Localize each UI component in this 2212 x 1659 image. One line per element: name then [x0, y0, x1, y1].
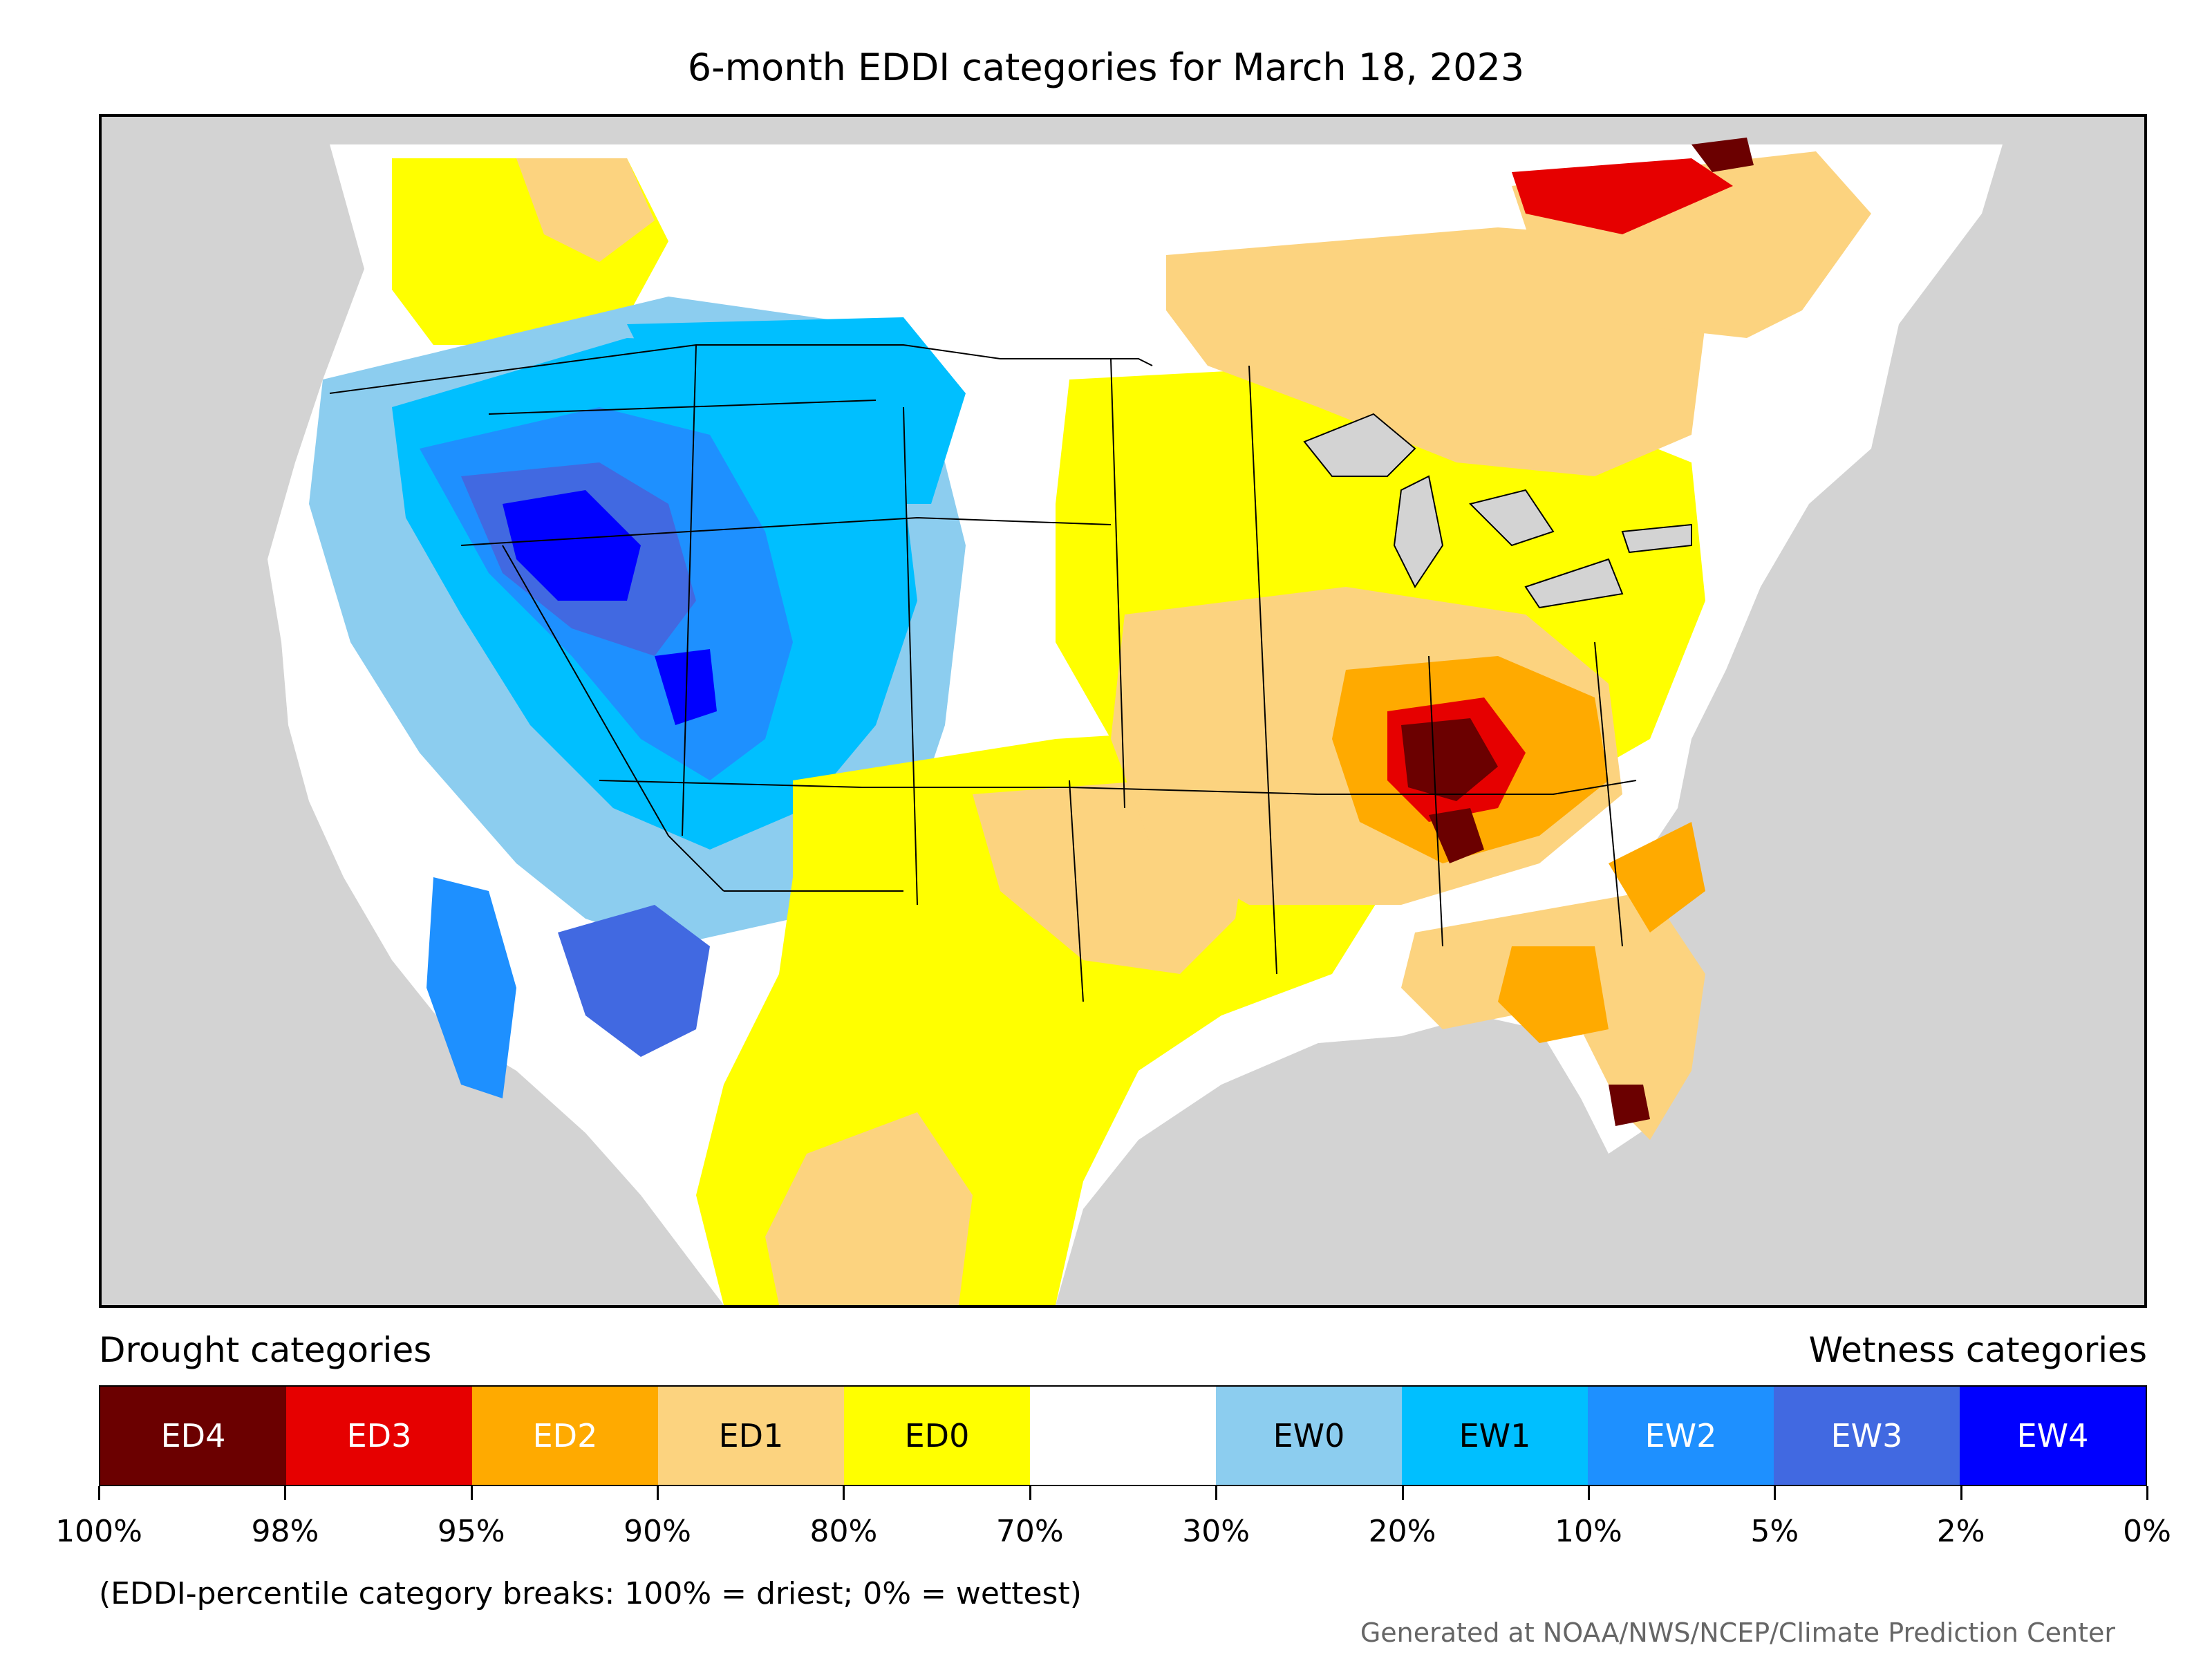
drought-categories-heading: Drought categories [99, 1330, 432, 1370]
region-ed1-texas [765, 1112, 973, 1305]
colorbar-tick [1215, 1486, 1218, 1500]
colorbar-tick-label: 2% [1936, 1514, 1985, 1549]
colorbar-tick [1401, 1486, 1404, 1500]
colorbar-segment [1030, 1387, 1216, 1485]
region-ed2-carolina [1609, 822, 1705, 932]
colorbar-tick-label: 5% [1750, 1514, 1799, 1549]
category-colorbar: ED4 ED3 ED2 ED1 ED0 EW0 EW1 EW2 EW3 EW4 [99, 1385, 2147, 1486]
eddi-map [99, 114, 2147, 1308]
colorbar-tick [1960, 1486, 1962, 1500]
colorbar-segment: ED4 [100, 1387, 286, 1485]
colorbar-segment: ED3 [286, 1387, 472, 1485]
colorbar-segment: EW4 [1960, 1387, 2146, 1485]
region-ew4-basin [503, 490, 641, 601]
credit-line: Generated at NOAA/NWS/NCEP/Climate Predi… [1360, 1618, 2115, 1648]
colorbar-tick [1029, 1486, 1031, 1500]
region-ed4-florida [1609, 1085, 1650, 1126]
colorbar-tick-label: 80% [809, 1514, 878, 1549]
colorbar-tick-label: 100% [55, 1514, 142, 1549]
map-title: 6-month EDDI categories for March 18, 20… [687, 46, 1525, 89]
state-boundaries [329, 344, 1637, 1002]
colorbar-tick [1587, 1486, 1590, 1500]
region-ed4-indiana [1401, 718, 1498, 801]
region-ew2-baja [427, 877, 516, 1098]
colorbar-tick [98, 1486, 100, 1500]
colorbar-segment: EW0 [1216, 1387, 1402, 1485]
colorbar-tick [1774, 1486, 1777, 1500]
region-ew4-colorado [655, 649, 717, 725]
colorbar-tick-label: 10% [1555, 1514, 1622, 1549]
colorbar-tick [470, 1486, 473, 1500]
region-ew3-arizona [558, 905, 710, 1057]
colorbar-segment: EW3 [1774, 1387, 1960, 1485]
region-ed4-kentucky [1429, 808, 1484, 863]
colorbar-segment: ED0 [844, 1387, 1030, 1485]
colorbar-tick-label: 30% [1182, 1514, 1250, 1549]
category-note: (EDDI-percentile category breaks: 100% =… [99, 1576, 1082, 1611]
region-ew1-north [627, 317, 966, 504]
colorbar-tick-label: 0% [2123, 1514, 2171, 1549]
colorbar-tick-label: 90% [624, 1514, 691, 1549]
map-canvas [268, 138, 2003, 1305]
colorbar-tick-label: 20% [1368, 1514, 1436, 1549]
colorbar-tick [843, 1486, 845, 1500]
colorbar-tick-label: 98% [251, 1514, 319, 1549]
colorbar-segment: ED1 [658, 1387, 844, 1485]
wetness-categories-heading: Wetness categories [1808, 1330, 2147, 1370]
colorbar-segment: EW2 [1588, 1387, 1774, 1485]
colorbar-tick [284, 1486, 287, 1500]
colorbar-tick-label: 95% [437, 1514, 505, 1549]
region-ed3-quebec [1512, 158, 1733, 234]
region-ed4-quebec [1691, 138, 1754, 172]
colorbar-tick [657, 1486, 659, 1500]
colorbar-segment: ED2 [472, 1387, 658, 1485]
region-ed2-georgia [1498, 946, 1609, 1043]
region-ed1-northwest [516, 158, 655, 262]
colorbar-segment: EW1 [1402, 1387, 1588, 1485]
colorbar-tick-label: 70% [995, 1514, 1064, 1549]
colorbar-tick [2146, 1486, 2148, 1500]
great-lakes [1303, 413, 1692, 609]
